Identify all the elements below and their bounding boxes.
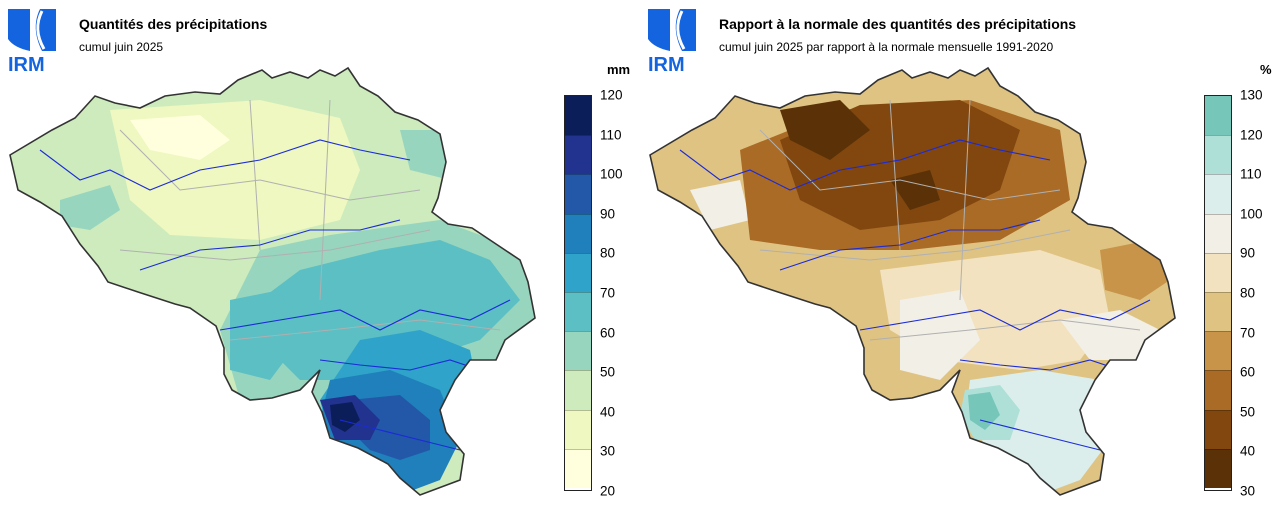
legend-swatch: [1205, 291, 1231, 332]
legend-tick-label: 110: [1240, 166, 1262, 182]
legend-swatch: [565, 409, 591, 449]
legend-swatch: [1205, 409, 1231, 449]
irm-logo: IRM: [646, 5, 698, 76]
legend-tick-label: 60: [1240, 364, 1256, 380]
legend-swatch: [565, 174, 591, 214]
legend-swatch: [565, 96, 591, 136]
legend-swatch: [1205, 213, 1231, 253]
legend-tick-label: 120: [600, 87, 623, 103]
legend-tick-label: 40: [600, 404, 616, 420]
map-subtitle: cumul juin 2025: [79, 40, 164, 54]
legend-tick-label: 50: [1240, 404, 1256, 420]
legend-tick-label: 90: [600, 206, 616, 222]
belgium-ratio-map: [649, 66, 1176, 496]
legend-tick-label: 30: [600, 443, 616, 459]
legend-tick-label: 120: [1240, 127, 1263, 143]
irm-logo: IRM: [6, 5, 58, 76]
legend-tick-label: 110: [600, 127, 622, 143]
legend-tick-label: 30: [1240, 483, 1256, 499]
legend-ticks: 120 110 100 90 80 70 60 50 40 30 20: [600, 88, 640, 499]
precipitation-panel: IRM Quantités des précipitations cumul j…: [6, 5, 640, 499]
legend-swatch: [1205, 370, 1231, 410]
unit-label: mm: [607, 62, 631, 77]
legend-tick-label: 130: [1240, 87, 1263, 103]
legend-swatch: [565, 252, 591, 292]
legend-tick-label: 100: [1240, 206, 1263, 222]
legend-swatch: [565, 135, 591, 175]
legend-swatch: [565, 370, 591, 410]
legend-tick-label: 100: [600, 166, 623, 182]
belgium-precipitation-map: [9, 66, 536, 496]
legend-tick-label: 80: [1240, 285, 1256, 301]
ratio-panel: IRM Rapport à la normale des quantités d…: [640, 0, 1280, 507]
svg-text:IRM: IRM: [8, 54, 45, 73]
map-title: Quantités des précipitations: [79, 16, 268, 32]
legend-swatch: [565, 213, 591, 253]
legend-tick-label: 20: [600, 483, 616, 499]
legend-swatch: [1205, 135, 1231, 175]
svg-text:IRM: IRM: [648, 54, 685, 73]
legend-swatch: [1205, 448, 1231, 488]
color-legend: [564, 95, 592, 491]
legend-tick-label: 60: [600, 325, 616, 341]
legend-swatch: [565, 331, 591, 371]
legend-tick-label: 90: [1240, 245, 1256, 261]
legend-swatch: [1205, 252, 1231, 292]
unit-label: %: [1260, 62, 1272, 77]
legend-ticks: 130 120 110 100 90 80 70 60 50 40 30: [1240, 88, 1280, 499]
legend-swatch: [565, 448, 591, 488]
legend-tick-label: 40: [1240, 443, 1256, 459]
legend-swatch: [565, 291, 591, 332]
map-subtitle: cumul juin 2025 par rapport à la normale…: [719, 40, 1054, 54]
map-title: Rapport à la normale des quantités des p…: [719, 16, 1077, 32]
legend-swatch: [1205, 96, 1231, 136]
color-legend: [1204, 95, 1232, 491]
legend-swatch: [1205, 174, 1231, 214]
legend-tick-label: 70: [1240, 325, 1256, 341]
legend-tick-label: 70: [600, 285, 616, 301]
legend-tick-label: 50: [600, 364, 616, 380]
legend-tick-label: 80: [600, 245, 616, 261]
legend-swatch: [1205, 331, 1231, 371]
